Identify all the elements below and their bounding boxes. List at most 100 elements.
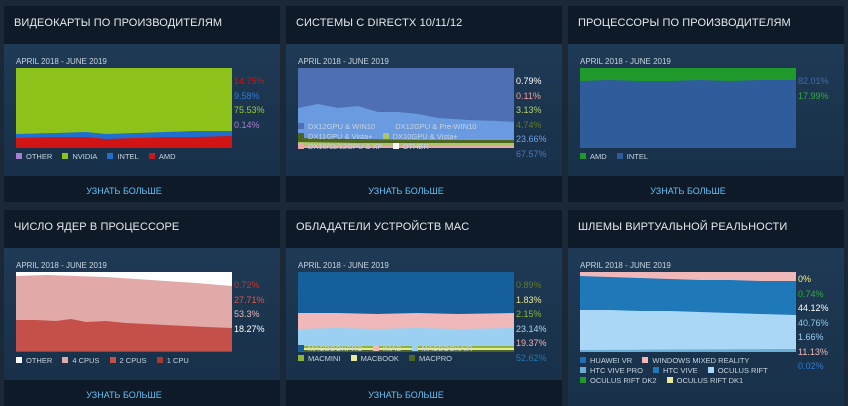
value-macbookair: 23.14%	[516, 323, 547, 334]
value-other: 18.27%	[234, 323, 265, 334]
series-xp	[298, 146, 514, 148]
legend-item: 4 CPUS	[62, 356, 99, 366]
series-htc-vive-pro	[580, 349, 796, 352]
value-oculus-dk1: 0%	[798, 274, 812, 284]
chart-period: APRIL 2018 - JUNE 2019	[298, 57, 389, 66]
legend-item: MACBOOK	[350, 354, 399, 364]
series-oculus-rift	[580, 310, 796, 352]
stacked-area-chart	[16, 272, 232, 352]
legend-item: OCULUS RIFT DK1	[666, 376, 743, 386]
learn-more-link[interactable]: УЗНАТЬ БОЛЬШЕ	[368, 390, 444, 400]
legend-item: MACMINI	[298, 354, 341, 364]
chart-box: APRIL 2018 - JUNE 2019 0.89% 1.83% 2.15%…	[286, 248, 562, 380]
panel-title: ШЛЕМЫ ВИРТУАЛЬНОЙ РЕАЛЬНОСТИ	[578, 221, 788, 233]
series-macpro	[298, 350, 514, 352]
chart-legend: OTHER NVIDIA INTEL AMD	[16, 152, 236, 162]
chart-legend: OTHER 4 CPUS 2 CPUS 1 CPU	[16, 356, 236, 366]
value-macbookpro: 52.62%	[516, 352, 547, 363]
value-dx12-win10: 67.57%	[516, 148, 547, 159]
legend-item: OTHER	[392, 142, 429, 152]
value-other: 0.14%	[234, 119, 260, 130]
stacked-area-chart	[298, 68, 514, 148]
value-dx12-prewin10: 23.66%	[516, 134, 547, 144]
chart-legend: MACBOOKPRO IMAC MACBOOKAIR MACMINI MACBO…	[298, 344, 518, 364]
legend-item: 2 CPUS	[109, 356, 147, 366]
panel-directx: СИСТЕМЫ С DIRECTX 10/11/12 APRIL 2018 - …	[286, 6, 562, 202]
chart-legend: DX12GPU & WIN10 DX12GPU & Pre-WIN10 DX11…	[298, 122, 518, 152]
latest-values: 0.89% 1.83% 2.15% 23.14% 19.37% 52.62%	[516, 278, 560, 365]
chart-period: APRIL 2018 - JUNE 2019	[580, 57, 671, 66]
legend-item: HTC VIVE PRO	[580, 366, 643, 376]
value-nvidia: 75.53%	[234, 105, 265, 115]
series-wmr	[580, 272, 796, 281]
learn-more-link[interactable]: УЗНАТЬ БОЛЬШЕ	[650, 186, 726, 196]
latest-values: 0.72% 27.71% 53.3% 18.27%	[234, 278, 278, 336]
legend-item: HUAWEI VR	[580, 356, 632, 366]
series-dx12-prewin10	[298, 104, 514, 148]
panel-vr-headsets: ШЛЕМЫ ВИРТУАЛЬНОЙ РЕАЛЬНОСТИ APRIL 2018 …	[568, 210, 844, 406]
learn-more-link[interactable]: УЗНАТЬ БОЛЬШЕ	[86, 390, 162, 400]
legend-item: DX10GPU & Vista+	[382, 132, 458, 142]
panel-cpu-cores: ЧИСЛО ЯДЕР В ПРОЦЕССОРЕ APRIL 2018 - JUN…	[4, 210, 280, 406]
chart-period: APRIL 2018 - JUNE 2019	[298, 261, 389, 270]
legend-item: OCULUS RIFT DK2	[580, 376, 657, 386]
value-htc-vive-pro: 1.66%	[798, 332, 824, 342]
value-oculus-rift: 40.76%	[798, 317, 829, 328]
value-huawei-vr: 0.02%	[798, 361, 824, 371]
value-intel: 9.58%	[234, 90, 260, 101]
latest-values: 0.79% 0.11% 3.13% 4.74% 23.66% 67.57%	[516, 74, 560, 161]
value-4cpus: 53.3%	[234, 309, 260, 319]
latest-values: 14.75% 9.58% 75.53% 0.14%	[234, 74, 278, 132]
legend-item: DX12GPU & WIN10	[298, 122, 375, 132]
value-amd: 17.99%	[798, 90, 829, 101]
learn-more-link[interactable]: УЗНАТЬ БОЛЬШЕ	[86, 186, 162, 196]
legend-item: HTC VIVE	[653, 366, 698, 376]
panel-title: ВИДЕОКАРТЫ ПО ПРОИЗВОДИТЕЛЯМ	[14, 17, 223, 29]
value-dx10-vista: 3.13%	[516, 105, 542, 115]
legend-item: INTEL	[616, 152, 648, 162]
value-xp: 0.11%	[516, 90, 541, 101]
value-amd: 14.75%	[234, 76, 265, 86]
series-2cpus	[16, 319, 232, 352]
value-macpro: 0.89%	[516, 280, 542, 290]
value-1cpu: 0.72%	[234, 280, 260, 290]
legend-item: DX12GPU & Pre-WIN10	[385, 122, 476, 132]
series-amd	[16, 136, 232, 148]
learn-more-link[interactable]: УЗНАТЬ БОЛЬШЕ	[368, 186, 444, 196]
value-2cpus: 27.71%	[234, 294, 265, 305]
stacked-area-chart	[298, 272, 514, 352]
legend-item: NVIDIA	[62, 152, 97, 162]
latest-values: 0% 0.74% 44.12% 40.76% 1.66% 11.13% 0.02…	[798, 272, 842, 374]
legend-item: OTHER	[16, 152, 52, 162]
legend-item: OCULUS RIFT	[707, 366, 768, 376]
chart-period: APRIL 2018 - JUNE 2019	[580, 261, 671, 270]
legend-item: AMD	[148, 152, 175, 162]
chart-legend: AMD INTEL	[580, 152, 800, 162]
stacked-area-chart	[16, 68, 232, 148]
top-strip	[0, 0, 848, 6]
stacked-area-chart	[580, 272, 796, 352]
legend-item: MACPRO	[409, 354, 452, 364]
chart-period: APRIL 2018 - JUNE 2019	[16, 57, 107, 66]
value-imac: 19.37%	[516, 338, 547, 348]
chart-box: APRIL 2018 - JUNE 2019 0.79% 0.11% 3.13%…	[286, 44, 562, 176]
panel-title: ПРОЦЕССОРЫ ПО ПРОИЗВОДИТЕЛЯМ	[578, 17, 791, 29]
latest-values: 82.01% 17.99%	[798, 74, 842, 103]
legend-item: MACBOOKPRO	[298, 344, 363, 354]
value-htc-vive: 44.12%	[798, 303, 829, 313]
value-dx11-vista: 4.74%	[516, 119, 542, 130]
series-intel	[580, 68, 796, 148]
legend-item: 1 CPU	[156, 356, 189, 366]
chart-period: APRIL 2018 - JUNE 2019	[16, 261, 107, 270]
legend-item: DX10/11/12GPU & XP	[298, 142, 382, 152]
value-intel: 82.01%	[798, 76, 829, 86]
legend-item: OTHER	[16, 356, 52, 366]
value-macbook: 1.83%	[516, 294, 542, 305]
panel-cpu-vendors: ПРОЦЕССОРЫ ПО ПРОИЗВОДИТЕЛЯМ APRIL 2018 …	[568, 6, 844, 202]
value-other: 0.79%	[516, 76, 542, 86]
panel-gpu-vendors: ВИДЕОКАРТЫ ПО ПРОИЗВОДИТЕЛЯМ APRIL 2018 …	[4, 6, 280, 202]
value-oculus-dk2: 0.74%	[798, 288, 824, 299]
stacked-area-chart	[580, 68, 796, 148]
value-macmini: 2.15%	[516, 309, 542, 319]
panel-title: ЧИСЛО ЯДЕР В ПРОЦЕССОРЕ	[14, 221, 180, 233]
